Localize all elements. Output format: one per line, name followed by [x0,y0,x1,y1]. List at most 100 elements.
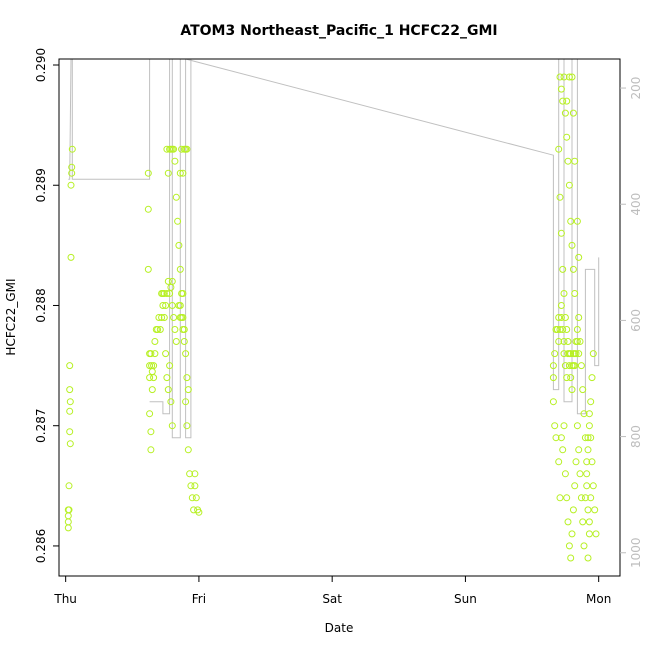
data-point [147,446,155,454]
data-point [188,494,196,502]
series-line [149,58,192,439]
data-point [569,506,577,514]
data-point [584,446,592,454]
data-point [565,181,573,189]
y-axis: 0.286 0.287 0.288 0.289 0.290 [34,48,59,563]
data-point [567,374,575,382]
data-point [164,169,172,177]
data-point [183,145,191,153]
data-point [557,229,565,237]
data-point [65,482,73,490]
data-point [66,428,74,436]
data-point [150,374,158,382]
plot-frame [58,58,621,577]
data-point [64,524,72,532]
data-point [591,506,599,514]
y-tick-label: 0.288 [34,288,48,322]
data-point [559,265,567,273]
data-point [191,470,199,478]
data-point [579,518,587,526]
data-point [151,350,159,358]
data-point [180,338,188,345]
data-point [171,326,179,333]
data-point [172,338,180,345]
data-point [565,73,573,81]
data-point [549,362,557,370]
data-point [555,314,563,321]
data-point [585,530,593,538]
data-point [144,169,152,177]
data-point [585,518,593,526]
data-point [563,133,571,141]
data-point [67,253,75,261]
data-point [553,326,561,333]
data-point [569,362,577,370]
data-point [560,422,568,430]
data-point [167,283,175,291]
data-point [584,554,592,562]
data-point [147,428,155,436]
series-line [68,58,151,180]
secondary-y-tick-label: 1000 [629,537,643,568]
data-point [573,217,581,225]
data-point [561,362,569,370]
y-tick-label: 0.290 [34,48,48,82]
data-point [195,508,203,516]
data-point [568,73,576,81]
data-point [144,205,152,213]
data-point [179,290,187,297]
data-point [158,314,166,321]
data-point [168,302,176,309]
data-point [159,302,167,309]
data-point [565,542,573,550]
data-point [192,494,200,502]
data-point [557,85,565,93]
data-point [560,350,568,358]
secondary-y-tick-label: 200 [629,77,643,100]
data-point [64,512,72,520]
data-point [575,350,583,358]
data-point [589,482,597,490]
data-point [191,482,199,490]
data-point [588,458,596,466]
data-point [64,518,72,526]
data-point [182,350,190,358]
data-point [66,386,74,394]
data-point [179,169,187,177]
data-point [164,386,172,394]
data-point [561,109,569,117]
data-point [571,157,579,165]
series-line [185,58,600,415]
data-point [551,422,559,430]
secondary-y-tick-label: 400 [629,193,643,216]
secondary-y-tick-label: 800 [629,425,643,448]
data-point [559,97,567,105]
series-lines [68,58,600,439]
data-point [66,440,74,448]
data-point [563,326,571,333]
data-point [571,482,579,490]
data-point [557,302,565,309]
data-point [171,157,179,165]
data-point [180,326,188,333]
data-point [150,362,158,370]
data-point [163,374,171,382]
data-point [170,145,178,153]
data-point [151,338,159,345]
data-point [68,169,76,177]
data-point [66,398,74,406]
data-point [66,362,74,370]
data-point [555,145,563,153]
data-point [148,368,156,376]
data-point [576,470,584,478]
data-point [182,398,190,406]
data-point [166,362,174,370]
data-point [557,434,565,442]
data-point [587,434,595,442]
data-point [563,374,571,382]
data-point [580,410,588,418]
data-point [561,470,569,478]
chart-title: ATOM3 Northeast_Pacific_1 HCFC22_GMI [180,23,497,39]
data-point [551,350,559,358]
data-point [184,386,192,394]
